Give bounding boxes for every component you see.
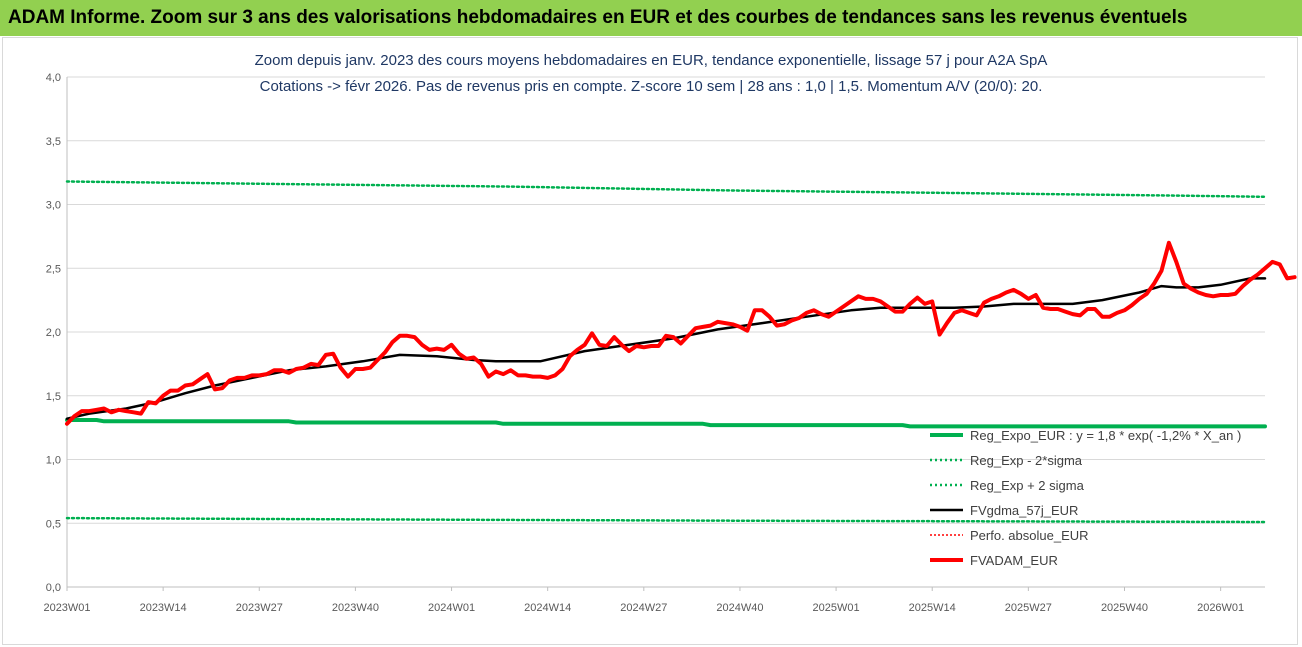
x-tick-label: 2025W40 — [1101, 602, 1148, 614]
series-line-3 — [65, 277, 1267, 420]
y-tick-label: 3,5 — [46, 136, 61, 148]
x-tick-label: 2025W14 — [909, 602, 956, 614]
x-tick-label: 2023W27 — [236, 602, 283, 614]
legend-label: Reg_Expo_EUR : y = 1,8 * exp( -1,2% * X_… — [970, 428, 1241, 443]
y-tick-label: 0,5 — [46, 518, 61, 530]
legend-label: FVADAM_EUR — [970, 553, 1058, 568]
x-tick-label: 2024W40 — [716, 602, 763, 614]
chart-title-line1: Zoom depuis janv. 2023 des cours moyens … — [254, 52, 1048, 69]
legend-label: Reg_Exp + 2 sigma — [970, 478, 1085, 493]
x-tick-label: 2025W27 — [1005, 602, 1052, 614]
y-tick-label: 0,0 — [46, 582, 61, 594]
series-line-0 — [65, 418, 1267, 429]
y-tick-label: 2,0 — [46, 327, 61, 339]
series-line-5 — [65, 240, 1297, 426]
series-line-1 — [65, 516, 1267, 524]
y-tick-label: 4,0 — [46, 72, 61, 84]
legend-label: FVgdma_57j_EUR — [970, 503, 1078, 518]
banner-title: ADAM Informe. Zoom sur 3 ans des valoris… — [8, 7, 1188, 28]
x-tick-label: 2025W01 — [813, 602, 860, 614]
y-tick-label: 1,5 — [46, 391, 61, 403]
y-tick-label: 2,5 — [46, 263, 61, 275]
y-tick-label: 3,0 — [46, 200, 61, 212]
y-tick-label: 1,0 — [46, 455, 61, 467]
x-tick-label: 2024W27 — [620, 602, 667, 614]
x-tick-label: 2023W40 — [332, 602, 379, 614]
x-tick-label: 2023W14 — [140, 602, 187, 614]
x-tick-label: 2026W01 — [1197, 602, 1244, 614]
series-line-2 — [65, 180, 1267, 199]
report-banner: ADAM Informe. Zoom sur 3 ans des valoris… — [0, 0, 1302, 36]
x-tick-label: 2024W14 — [524, 602, 571, 614]
x-tick-label: 2023W01 — [43, 602, 90, 614]
legend-label: Reg_Exp - 2*sigma — [970, 453, 1083, 468]
legend-label: Perfo. absolue_EUR — [970, 528, 1089, 543]
chart-title-line2: Cotations -> févr 2026. Pas de revenus p… — [259, 78, 1043, 95]
chart-frame — [2, 37, 1298, 645]
x-tick-label: 2024W01 — [428, 602, 475, 614]
